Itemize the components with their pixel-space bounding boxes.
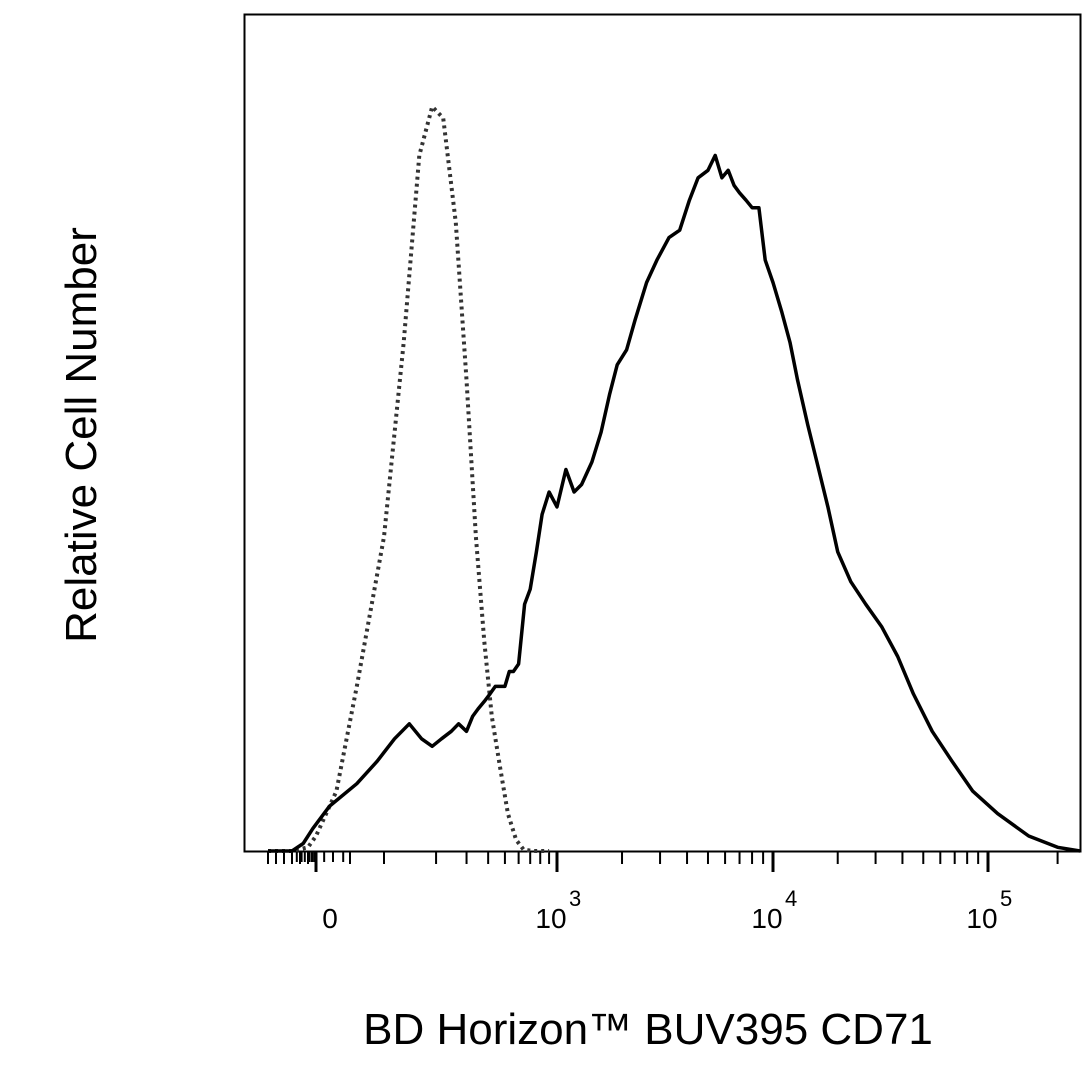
series-line-dotted [268, 104, 550, 853]
tick-label-base: 10 [751, 903, 782, 934]
tick-label-exponent: 5 [1000, 886, 1012, 911]
x-tick-label: 104 [751, 886, 797, 934]
minor-ticks [267, 851, 1059, 864]
x-tick-label: 105 [966, 886, 1012, 934]
x-tick-label: 0 [322, 903, 338, 934]
major-ticks [314, 851, 990, 872]
tick-label-exponent: 4 [785, 886, 797, 911]
tick-label-base: 10 [535, 903, 566, 934]
tick-label-exponent: 3 [569, 886, 581, 911]
series-layer [268, 104, 1081, 853]
x-tick-label: 103 [535, 886, 581, 934]
x-axis-title: BD Horizon™ BUV395 CD71 [363, 1005, 933, 1054]
tick-label-base: 0 [322, 903, 338, 934]
tick-label-base: 10 [966, 903, 997, 934]
plot-frame [243, 13, 1082, 853]
series-line-solid [268, 153, 1081, 853]
y-axis-title: Relative Cell Number [57, 227, 106, 643]
